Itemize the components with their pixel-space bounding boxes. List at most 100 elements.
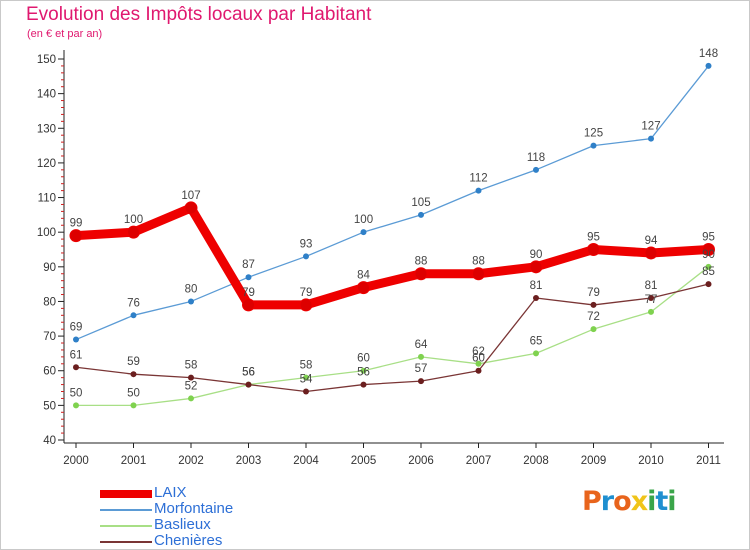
data-label: 85 [702,266,715,278]
data-label: 105 [411,197,430,209]
data-point [529,260,543,274]
data-label: 81 [645,280,658,292]
data-point [644,246,658,260]
data-label: 148 [699,48,718,60]
x-tick-label: 2007 [466,455,492,467]
data-point [475,187,482,194]
data-label: 95 [587,232,600,244]
data-point [705,281,712,288]
data-point [705,62,712,69]
data-label: 100 [354,214,373,226]
data-label: 62 [472,346,485,358]
x-tick-label: 2004 [293,455,319,467]
x-tick-label: 2008 [523,455,549,467]
data-point [648,135,654,142]
data-label: 54 [300,374,313,386]
y-tick-label: 80 [43,296,56,308]
data-point [648,294,654,301]
legend-item: Chenières [100,532,300,550]
data-point [299,298,313,312]
data-point [357,281,370,295]
logo-letter: i [667,486,676,517]
data-label: 88 [472,256,485,268]
data-point [73,336,79,343]
data-label: 88 [415,256,428,268]
data-label: 72 [587,311,600,323]
data-label: 59 [127,356,140,368]
data-label: 58 [185,360,198,372]
y-tick-label: 70 [43,331,56,343]
legend-item: Baslieux [100,516,300,534]
data-point [360,381,367,388]
data-label: 61 [70,349,83,361]
data-point [475,360,482,367]
x-tick-label: 2000 [63,455,89,467]
data-point [130,371,137,378]
data-point [414,267,428,281]
x-tick-label: 2003 [236,455,262,467]
logo-letter: o [613,486,632,517]
data-point [360,367,367,374]
data-label: 50 [70,387,83,399]
logo-letter: i [647,486,656,517]
x-tick-label: 2009 [581,455,607,467]
data-label: 93 [300,238,313,250]
data-point [127,225,140,239]
data-label: 58 [300,360,313,372]
data-point [303,253,309,260]
data-point [303,374,309,381]
data-label: 69 [70,322,83,334]
data-point [418,378,424,385]
x-tick-label: 2010 [638,455,664,467]
y-tick-label: 110 [38,193,56,205]
series-line-chenières [75,283,710,393]
legend-item: Morfontaine [100,500,300,518]
data-point [303,388,309,395]
y-tick-label: 50 [43,400,56,412]
data-point [73,402,79,409]
data-point [73,364,79,371]
y-tick-label: 100 [37,227,56,239]
legend-label: Baslieux [154,516,211,533]
data-label: 57 [415,363,428,375]
data-point [587,243,600,256]
data-label: 84 [357,270,370,282]
proxiti-logo: Proxiti [582,486,677,517]
x-tick-label: 2011 [696,455,721,467]
x-tick-label: 2001 [121,455,147,467]
data-label: 77 [645,294,658,306]
data-label: 60 [472,353,485,365]
legend-label: LAIX [154,484,187,501]
data-label: 60 [357,353,370,365]
data-label: 127 [641,121,660,133]
data-label: 87 [242,259,255,271]
data-point [590,301,597,308]
data-label: 112 [469,173,487,185]
y-tick-label: 130 [37,123,56,135]
series-line-baslieux [75,266,710,407]
data-label: 56 [357,367,370,379]
data-label: 99 [70,218,83,230]
data-point [705,263,712,270]
data-label: 79 [242,287,255,299]
data-point [702,243,715,256]
x-tick-label: 2005 [351,455,377,467]
data-point [472,267,485,281]
legend-swatch [100,509,152,511]
data-label: 79 [587,287,600,299]
data-label: 76 [127,297,140,309]
x-tick-label: 2006 [408,455,434,467]
data-point [418,211,424,218]
logo-letter: r [600,486,614,517]
data-point [245,274,252,281]
legend-item: LAIX [100,484,300,502]
legend-swatch [100,490,152,498]
legend-label: Morfontaine [154,500,234,517]
data-label: 81 [530,280,543,292]
y-tick-label: 140 [37,89,56,101]
data-label: 107 [181,190,200,202]
data-point [475,367,482,374]
y-tick-label: 90 [43,262,56,274]
